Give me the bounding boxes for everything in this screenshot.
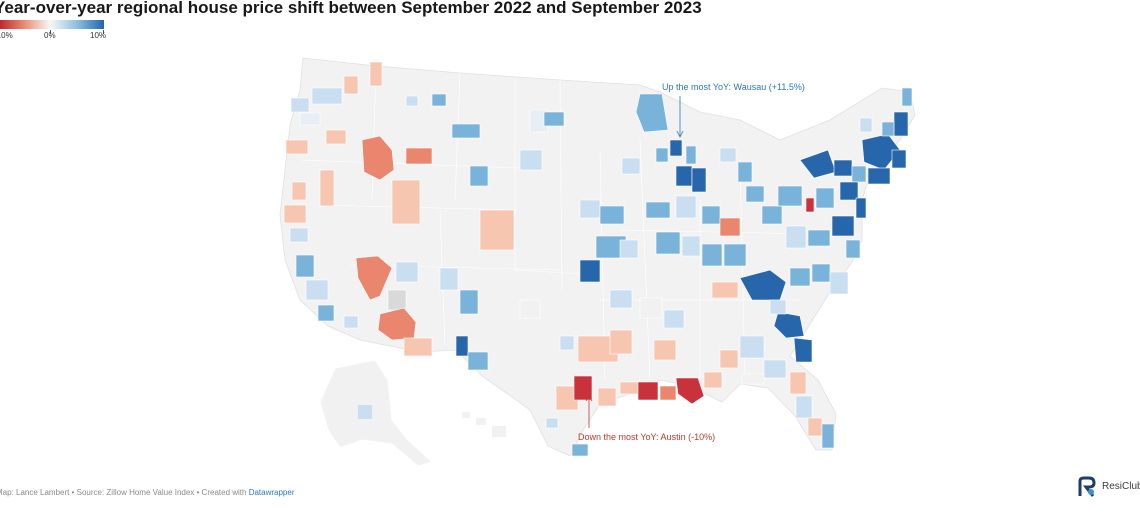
- arrow-down-icon: [676, 130, 684, 138]
- alaska-region: [319, 359, 433, 467]
- annotation-bottom: Down the most YoY: Austin (-10%): [578, 394, 715, 442]
- legend-tick-mid: [50, 30, 51, 34]
- market-regions: [283, 61, 913, 457]
- annotation-top-label: Up the most YoY: Wausau (+11.5%): [662, 82, 805, 92]
- annotation-bottom-label: Down the most YoY: Austin (-10%): [578, 432, 715, 442]
- legend-gradient-bar: [0, 20, 104, 29]
- region-austin: [573, 375, 593, 401]
- resiclub-logo-text: ResiClub: [1102, 481, 1140, 492]
- resiclub-logo-icon: [1078, 476, 1096, 497]
- map-credits: Map: Lance Lambert • Source: Zillow Home…: [0, 488, 295, 497]
- arrow-up-icon: [585, 394, 593, 402]
- legend-label-min: -10%: [0, 31, 13, 40]
- resiclub-logo: ResiClub: [1077, 476, 1140, 498]
- datawrapper-link[interactable]: Datawrapper: [248, 488, 295, 497]
- legend-tick-max: [103, 30, 104, 34]
- map-title: Year-over-year regional house price shif…: [0, 0, 702, 17]
- region-anchorage: [358, 405, 372, 419]
- hawaii-region: [462, 412, 506, 437]
- region-wausau: [669, 139, 683, 157]
- credit-text: Map: Lance Lambert • Source: Zillow Home…: [0, 488, 249, 497]
- legend-label-mid: 0%: [44, 31, 56, 40]
- color-legend: -10% 0% 10%: [0, 20, 106, 46]
- legend-label-max: 10%: [90, 31, 107, 40]
- annotation-top: Up the most YoY: Wausau (+11.5%): [662, 82, 805, 138]
